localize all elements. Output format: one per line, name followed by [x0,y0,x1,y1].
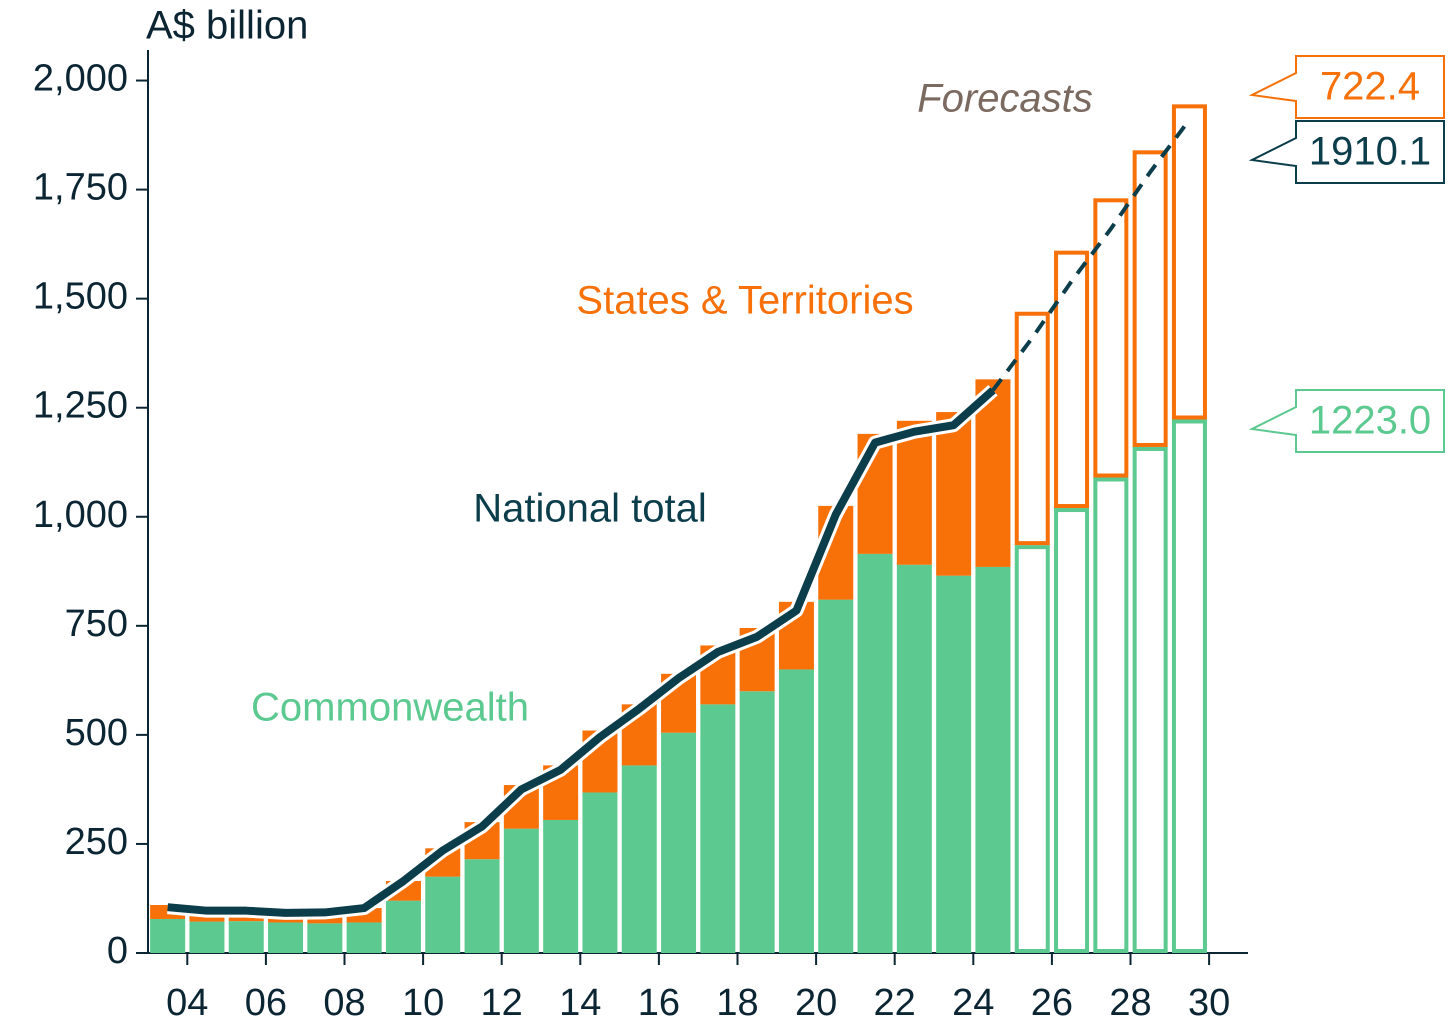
y-tick-label: 250 [65,821,128,863]
forecast-bar [1014,545,1050,953]
end-value-label: 1223.0 [1309,399,1431,443]
y-tick-label: 1,500 [33,276,128,318]
forecast-bar [1054,508,1090,953]
bar [543,819,579,953]
bar [228,921,264,953]
bar [778,669,814,953]
x-tick-label: 04 [166,982,208,1024]
bar [385,900,421,953]
y-tick-label: 1,250 [33,385,128,427]
x-tick-label: 08 [323,982,365,1024]
x-tick-label: 16 [638,982,680,1024]
forecast-bar [1132,150,1168,447]
bar [150,918,186,953]
series-label: Commonwealth [251,686,529,730]
end-value-label: 1910.1 [1309,130,1431,174]
x-tick-label: 20 [795,982,837,1024]
bar [425,876,461,953]
x-tick-label: 10 [402,982,444,1024]
callout-box [1248,389,1445,453]
bar [936,575,972,953]
forecast-bar [1014,311,1050,546]
y-axis-label: A$ billion [146,4,308,48]
x-tick-label: 18 [716,982,758,1024]
y-tick-label: 750 [65,603,128,645]
end-value-label: 722.4 [1320,65,1420,109]
forecast-bar [1171,419,1207,953]
bar [621,765,657,953]
bar [896,420,932,565]
forecast-bar [1171,104,1207,420]
y-tick-label: 2,000 [33,58,128,100]
x-tick-label: 22 [874,982,916,1024]
forecast-annotation: Forecasts [917,77,1093,121]
bar [975,566,1011,953]
y-tick-label: 1,750 [33,167,128,209]
forecast-bar [1132,446,1168,953]
bar [739,691,775,953]
bar [700,704,736,953]
line [167,387,996,917]
bar [582,792,618,953]
bar [307,923,343,953]
bar [936,412,972,576]
forecast-bar [1093,477,1129,953]
forecast-bar [1093,198,1129,478]
x-tick-label: 06 [245,982,287,1024]
bar [896,564,932,953]
x-tick-label: 12 [481,982,523,1024]
bar [857,553,893,953]
x-tick-label: 30 [1188,982,1230,1024]
series-label: National total [473,487,706,531]
forecast-line [991,118,1192,392]
y-tick-label: 0 [107,930,128,972]
bar [268,922,304,953]
bar [503,828,539,953]
series-label: States & Territories [576,279,913,323]
bar [661,732,697,953]
bar [975,379,1011,567]
callout-box [1248,120,1445,184]
y-tick-label: 500 [65,712,128,754]
bar [189,921,225,953]
bar [464,859,500,953]
x-tick-label: 26 [1031,982,1073,1024]
x-tick-label: 24 [952,982,994,1024]
x-tick-label: 14 [559,982,601,1024]
x-tick-label: 28 [1109,982,1151,1024]
bar [346,922,382,953]
callout-box [1248,55,1445,119]
forecast-bar [1054,250,1090,509]
bar [818,599,854,953]
y-tick-label: 1,000 [33,494,128,536]
